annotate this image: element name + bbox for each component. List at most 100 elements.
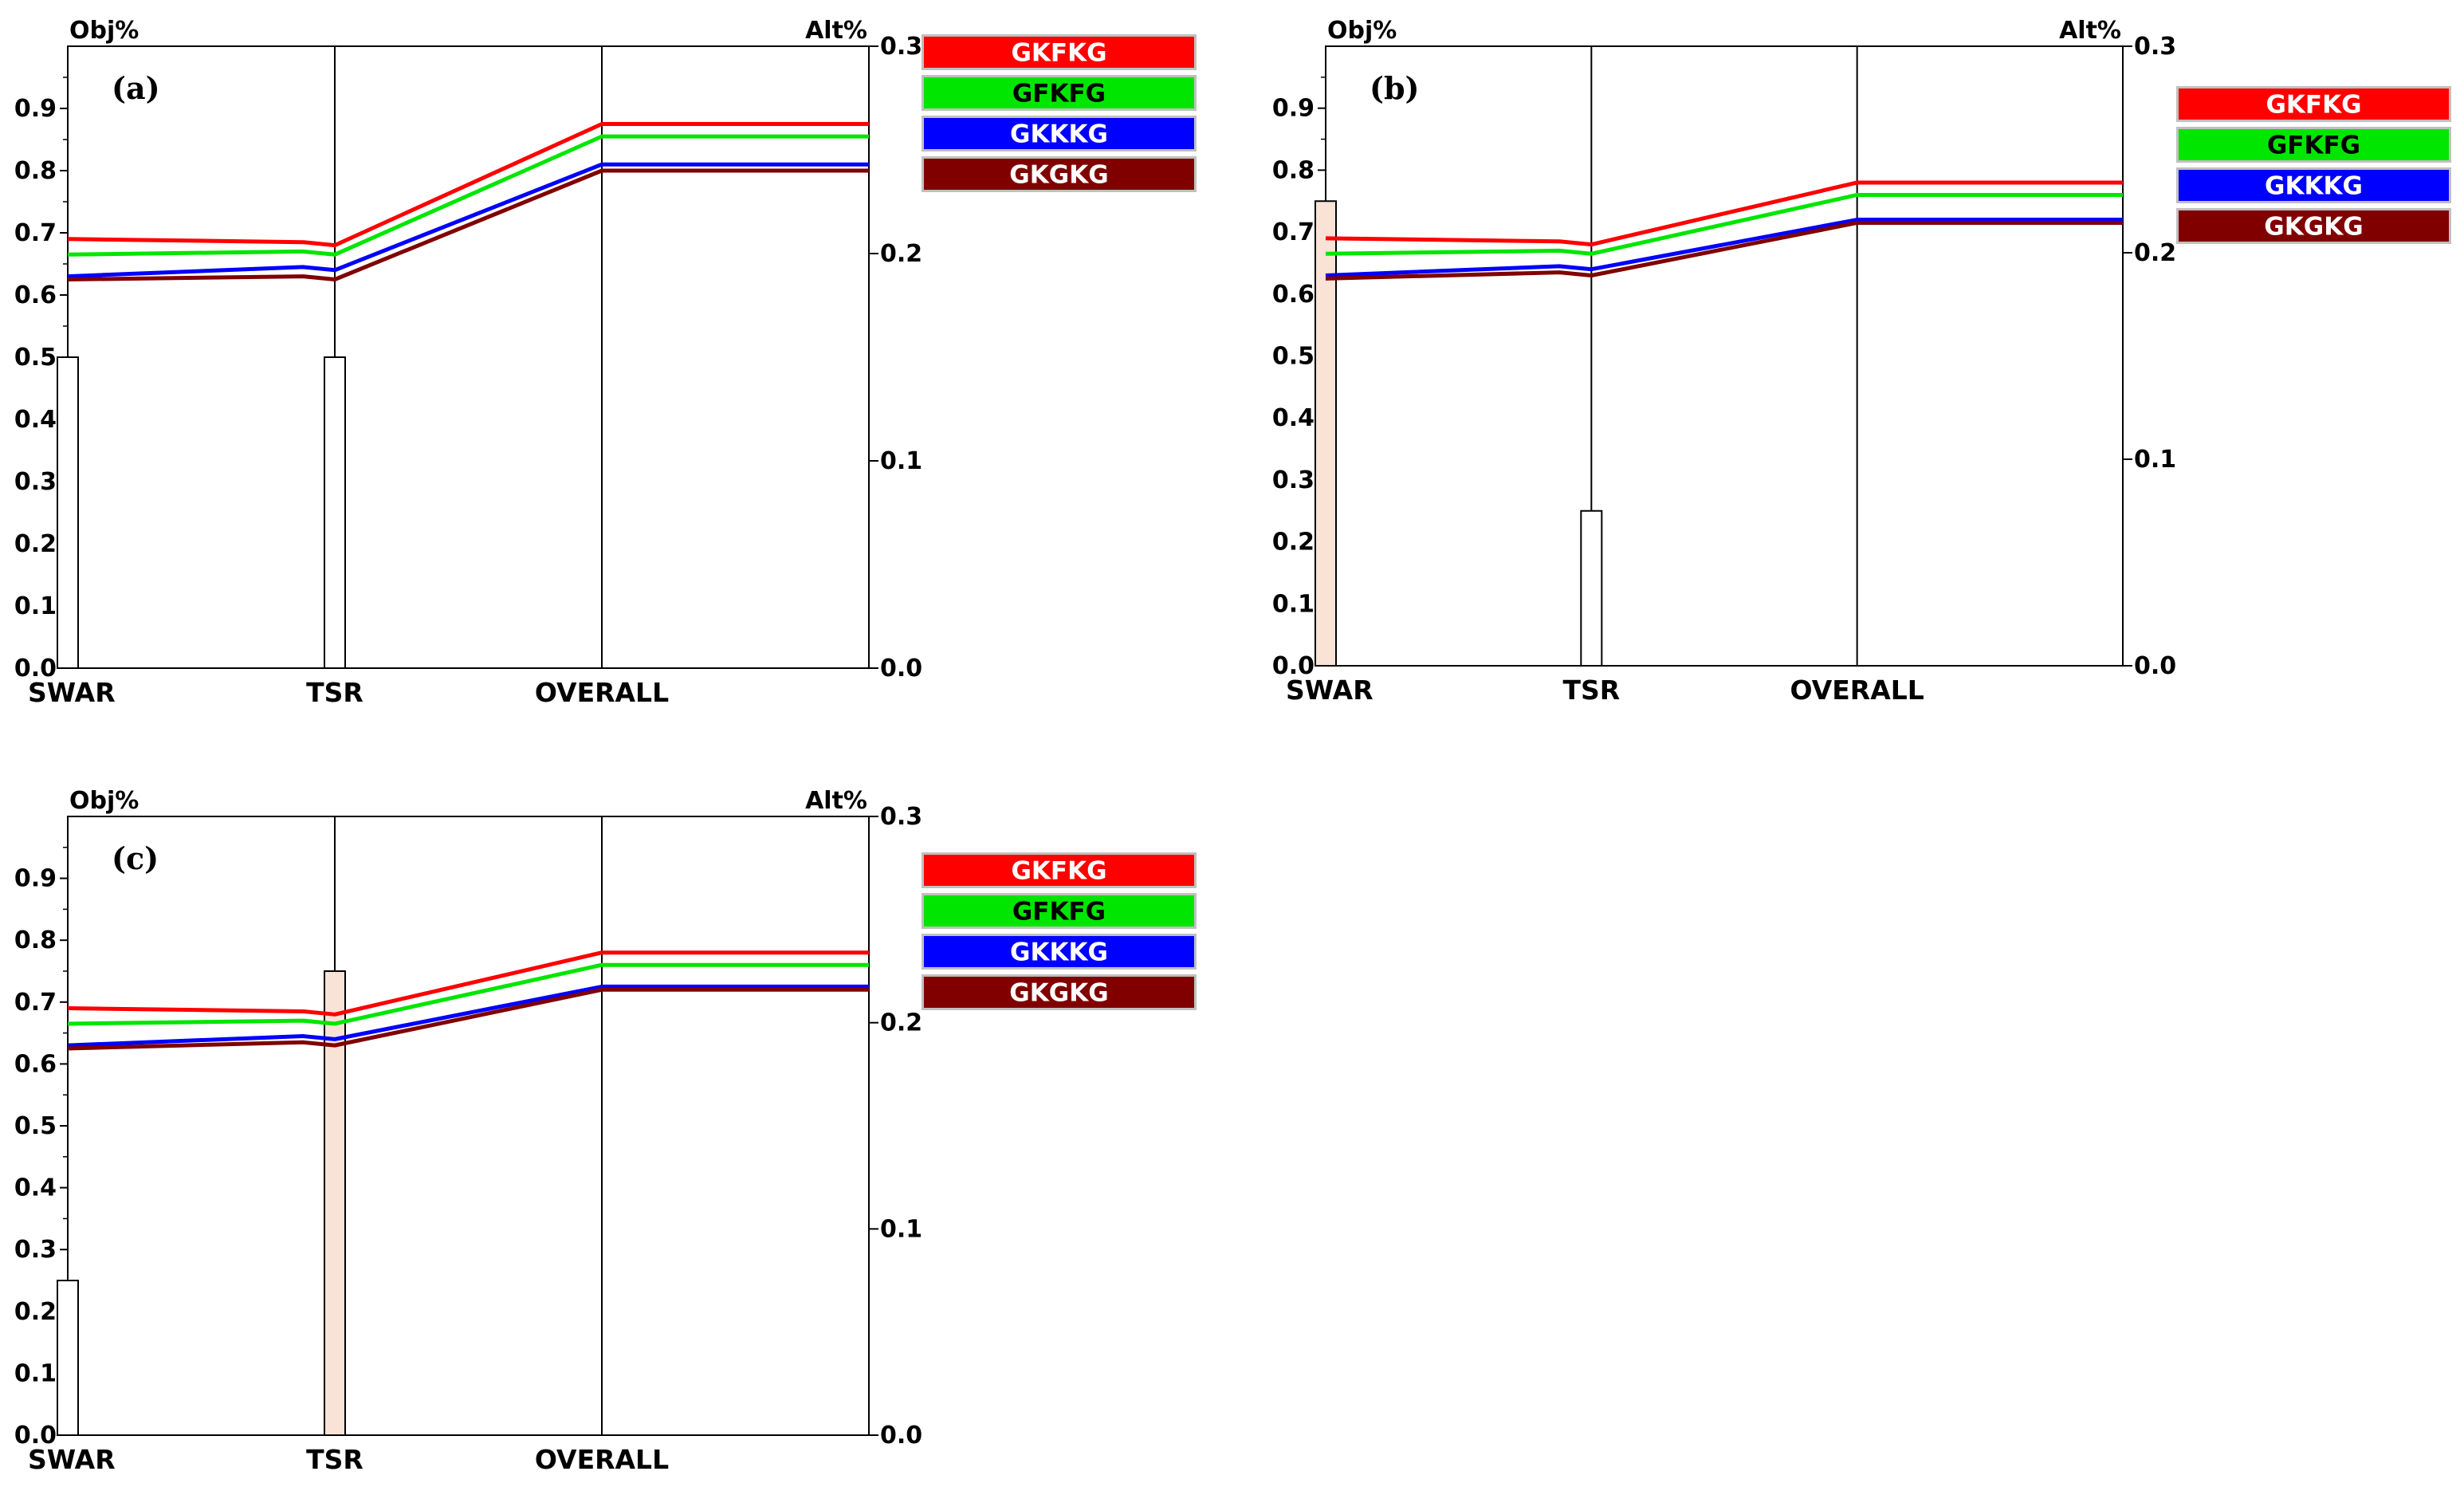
left-tick-label: 0.0 (14, 1422, 57, 1450)
legend-label: GFKFG (1012, 80, 1106, 108)
legend-item-gfkfg: GFKFG (2176, 127, 2451, 163)
legend-swatch (924, 118, 1194, 149)
category-label-overall: OVERALL (535, 1444, 669, 1475)
legend-label: GKGKG (1009, 979, 1108, 1008)
legend-swatch (924, 895, 1194, 926)
plot-frame (1325, 45, 2124, 667)
left-tick-label: 0.4 (14, 406, 57, 434)
legend-swatch (2179, 129, 2449, 160)
weight-bar-swar (57, 356, 79, 669)
category-label-swar: SWAR (28, 677, 116, 708)
legend-label: GKFKG (1011, 39, 1106, 68)
category-label-overall: OVERALL (1790, 675, 1924, 706)
legend-swatch (924, 977, 1194, 1008)
left-tick-label: 0.9 (14, 865, 57, 893)
right-axis-title: Alt% (805, 17, 867, 45)
weight-bar-swar (1315, 200, 1337, 667)
left-tick-label: 0.1 (1272, 590, 1315, 618)
legend-swatch (2179, 170, 2449, 201)
legend-label: GKKKG (1010, 938, 1108, 967)
legend-label: GKGKG (2264, 213, 2363, 242)
legend-item-gkfkg: GKFKG (2176, 86, 2451, 122)
legend-swatch (924, 936, 1194, 967)
left-tick-label: 0.0 (14, 655, 57, 683)
left-tick-label: 0.8 (1272, 156, 1315, 184)
right-axis-title: Alt% (805, 787, 867, 815)
legend-item-gkgkg: GKGKG (922, 156, 1197, 192)
right-tick-label: 0.3 (2134, 33, 2176, 61)
plot-frame (67, 45, 870, 669)
category-label-tsr: TSR (306, 1444, 364, 1475)
left-tick-label: 0.2 (14, 1298, 57, 1326)
left-tick-label: 0.1 (14, 592, 57, 620)
weight-bar-tsr (324, 970, 346, 1436)
right-tick-label: 0.3 (880, 33, 922, 61)
legend-item-gkgkg: GKGKG (922, 974, 1197, 1010)
legend-swatch (924, 159, 1194, 190)
legend-label: GFKFG (1012, 898, 1106, 926)
right-tick-label: 0.3 (880, 803, 922, 831)
left-tick-label: 0.9 (1272, 95, 1315, 123)
right-tick-label: 0.1 (880, 447, 922, 475)
right-tick-label: 0.2 (880, 1009, 922, 1037)
plot-frame (67, 816, 870, 1436)
right-tick-label: 0.1 (2134, 446, 2176, 474)
weight-bar-tsr (324, 356, 346, 669)
category-label-swar: SWAR (1286, 675, 1373, 706)
left-tick-label: 0.4 (14, 1174, 57, 1202)
left-tick-label: 0.0 (1272, 652, 1315, 680)
weight-bar-swar (57, 1280, 79, 1436)
category-label-swar: SWAR (28, 1444, 116, 1475)
right-tick-label: 0.0 (880, 1422, 922, 1450)
legend-label: GKFKG (2266, 91, 2361, 120)
legend-item-gkgkg: GKGKG (2176, 208, 2451, 244)
left-tick-label: 0.6 (14, 281, 57, 309)
right-tick-label: 0.1 (880, 1215, 922, 1243)
left-axis-title: Obj% (69, 787, 139, 815)
left-tick-label: 0.7 (1272, 218, 1315, 246)
legend-label: GKFKG (1011, 857, 1106, 886)
left-tick-label: 0.7 (14, 989, 57, 1017)
left-tick-label: 0.8 (14, 157, 57, 185)
right-axis-title: Alt% (2059, 17, 2121, 45)
legend-swatch (2179, 210, 2449, 242)
chart-panel-b: 0.0 0.1 0.2 0.3 0.4 0.5 0.6 0.7 0.8 0.9 0.0 0.1 0.2 0… (1272, 17, 2451, 706)
left-axis-title: Obj% (1327, 17, 1397, 45)
legend-item-gkkkg: GKKKG (2176, 167, 2451, 203)
left-tick-label: 0.6 (1272, 281, 1315, 309)
right-tick-label: 0.2 (2134, 239, 2176, 267)
legend-item-gfkfg: GFKFG (922, 893, 1197, 929)
left-tick-label: 0.3 (1272, 466, 1315, 494)
category-label-overall: OVERALL (535, 677, 669, 708)
left-tick-label: 0.1 (14, 1359, 57, 1387)
left-tick-label: 0.6 (14, 1050, 57, 1078)
chart-panel-a: 0.0 0.1 0.2 0.3 0.4 0.5 0.6 0.7 0.8 0.9 0.0 0.1 0.2 0… (14, 17, 1197, 708)
left-tick-label: 0.2 (1272, 529, 1315, 557)
right-tick-label: 0.0 (2134, 652, 2176, 680)
legend-swatch (2179, 89, 2449, 120)
category-label-tsr: TSR (306, 677, 364, 708)
legend-label: GKKKG (1010, 120, 1108, 149)
category-label-tsr: TSR (1562, 675, 1620, 706)
legend-label: GFKFG (2267, 132, 2360, 160)
legend-swatch (924, 77, 1194, 108)
panel-label: (a) (112, 70, 160, 106)
panel-label: (c) (112, 840, 159, 876)
panel-label: (b) (1370, 70, 1420, 106)
left-tick-label: 0.5 (1272, 343, 1315, 371)
left-tick-label: 0.7 (14, 219, 57, 247)
left-axis-title: Obj% (69, 17, 139, 45)
legend-item-gkfkg: GKFKG (922, 34, 1197, 70)
legend-item-gkfkg: GKFKG (922, 852, 1197, 888)
left-tick-label: 0.2 (14, 530, 57, 558)
legend-swatch (924, 855, 1194, 886)
legend-swatch (924, 37, 1194, 68)
left-tick-label: 0.3 (14, 1236, 57, 1264)
left-tick-label: 0.8 (14, 926, 57, 954)
chart-panel-c: 0.0 0.1 0.2 0.3 0.4 0.5 0.6 0.7 0.8 0.9 0.0 0.1 0.2 0… (14, 787, 1197, 1475)
left-tick-label: 0.3 (14, 468, 57, 496)
left-tick-label: 0.5 (14, 1112, 57, 1140)
weight-bar-tsr (1580, 509, 1603, 667)
left-tick-label: 0.5 (14, 344, 57, 372)
